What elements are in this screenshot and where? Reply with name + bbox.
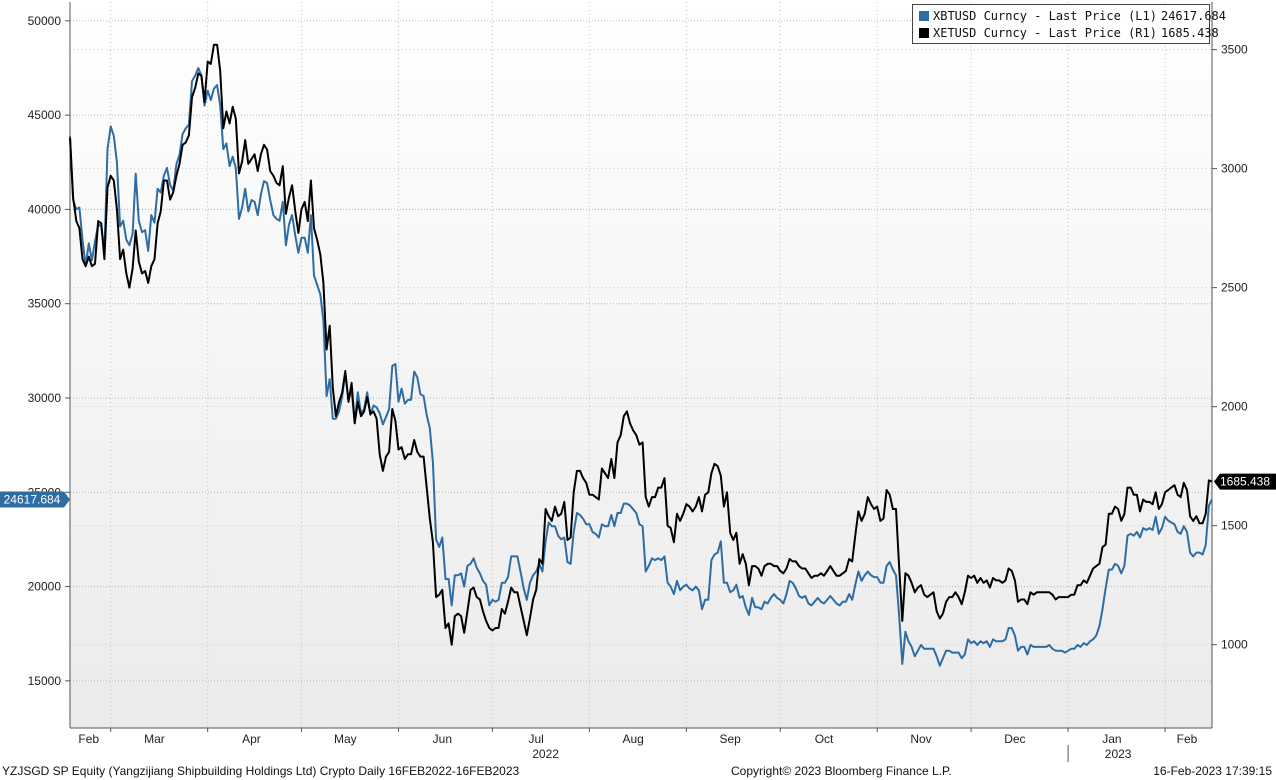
left-tick-label: 40000 — [28, 202, 62, 216]
footer-timestamp: 16-Feb-2023 17:39:15 — [1153, 764, 1272, 778]
x-tick-label: Jan — [1102, 732, 1121, 746]
series-layer — [69, 43, 1213, 667]
last-value-label-xbt: 24617.684 — [4, 492, 61, 506]
series-line-xet — [69, 43, 1213, 646]
x-tick-label: May — [334, 732, 357, 746]
left-tick-label: 35000 — [28, 297, 62, 311]
legend: XBTUSD Curncy - Last Price (L1) 24617.684… — [912, 4, 1226, 44]
right-tick-label: 2500 — [1221, 281, 1248, 295]
right-tick-label: 1000 — [1221, 638, 1248, 652]
last-value-label-xet: 1685.438 — [1220, 475, 1270, 489]
x-tick-label: Feb — [78, 732, 99, 746]
x-tick-label: Mar — [144, 732, 165, 746]
left-tick-label: 45000 — [28, 108, 62, 122]
x-tick-label: Oct — [815, 732, 834, 746]
left-tick-label: 15000 — [28, 674, 62, 688]
right-tick-label: 3000 — [1221, 162, 1248, 176]
legend-value-xbt: 24617.684 — [1160, 9, 1226, 23]
series-line-xbt — [69, 67, 1213, 667]
x-tick-label: Jun — [433, 732, 452, 746]
last-value-flag-xbt — [0, 491, 64, 508]
left-tick-label: 30000 — [28, 391, 62, 405]
plot-area — [70, 2, 1212, 728]
left-tick-label: 20000 — [28, 580, 62, 594]
x-year-label: 2023 — [1105, 747, 1132, 761]
x-year-label: 2022 — [532, 747, 559, 761]
x-tick-label: Sep — [719, 732, 741, 746]
legend-item-xbt: XBTUSD Curncy - Last Price (L1) 24617.684 — [919, 8, 1226, 24]
x-tick-label: Nov — [910, 732, 931, 746]
legend-swatch-xet — [919, 28, 929, 38]
x-tick-label: Dec — [1004, 732, 1025, 746]
right-tick-label: 2000 — [1221, 400, 1248, 414]
legend-value-xet: 1685.438 — [1160, 26, 1219, 40]
x-tick-label: Jul — [529, 732, 544, 746]
x-tick-label: Feb — [1177, 732, 1198, 746]
label-layer: 24617.684 1685.438 — [0, 473, 1276, 508]
last-value-flag-xet — [1214, 473, 1276, 490]
legend-swatch-xbt — [919, 11, 929, 21]
right-tick-label: 1500 — [1221, 519, 1248, 533]
x-tick-label: Aug — [622, 732, 643, 746]
right-tick-label: 3500 — [1221, 43, 1248, 57]
footer-security: YZJSGD SP Equity (Yangzijiang Shipbuildi… — [2, 764, 520, 778]
legend-label-xet: XETUSD Curncy - Last Price (R1) — [933, 26, 1157, 40]
legend-item-xet: XETUSD Curncy - Last Price (R1) 1685.438 — [919, 25, 1219, 41]
x-tick-label: Apr — [242, 732, 261, 746]
footer-copyright: Copyright© 2023 Bloomberg Finance L.P. — [731, 764, 952, 778]
left-tick-label: 50000 — [28, 14, 62, 28]
last-value-flag-arrow-xbt — [64, 491, 70, 508]
legend-label-xbt: XBTUSD Curncy - Last Price (L1) — [933, 9, 1157, 23]
